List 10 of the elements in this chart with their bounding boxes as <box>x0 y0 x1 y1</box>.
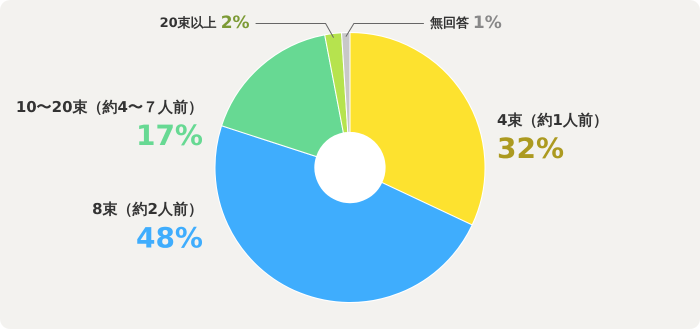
data-label: 32% <box>497 132 564 166</box>
slice-label: 4束（約1人前） <box>497 110 608 129</box>
data-label: 1% <box>472 12 502 33</box>
data-label: 48% <box>136 221 203 254</box>
data-label: 17% <box>136 119 203 152</box>
slice-label: 無回答 <box>428 16 469 31</box>
slice-label: 8束（約2人前） <box>92 200 203 218</box>
data-label: 2% <box>220 12 250 33</box>
slice-label: 20束以上 <box>160 16 217 31</box>
slice-label: 10〜20束（約4〜７人前） <box>16 98 203 116</box>
